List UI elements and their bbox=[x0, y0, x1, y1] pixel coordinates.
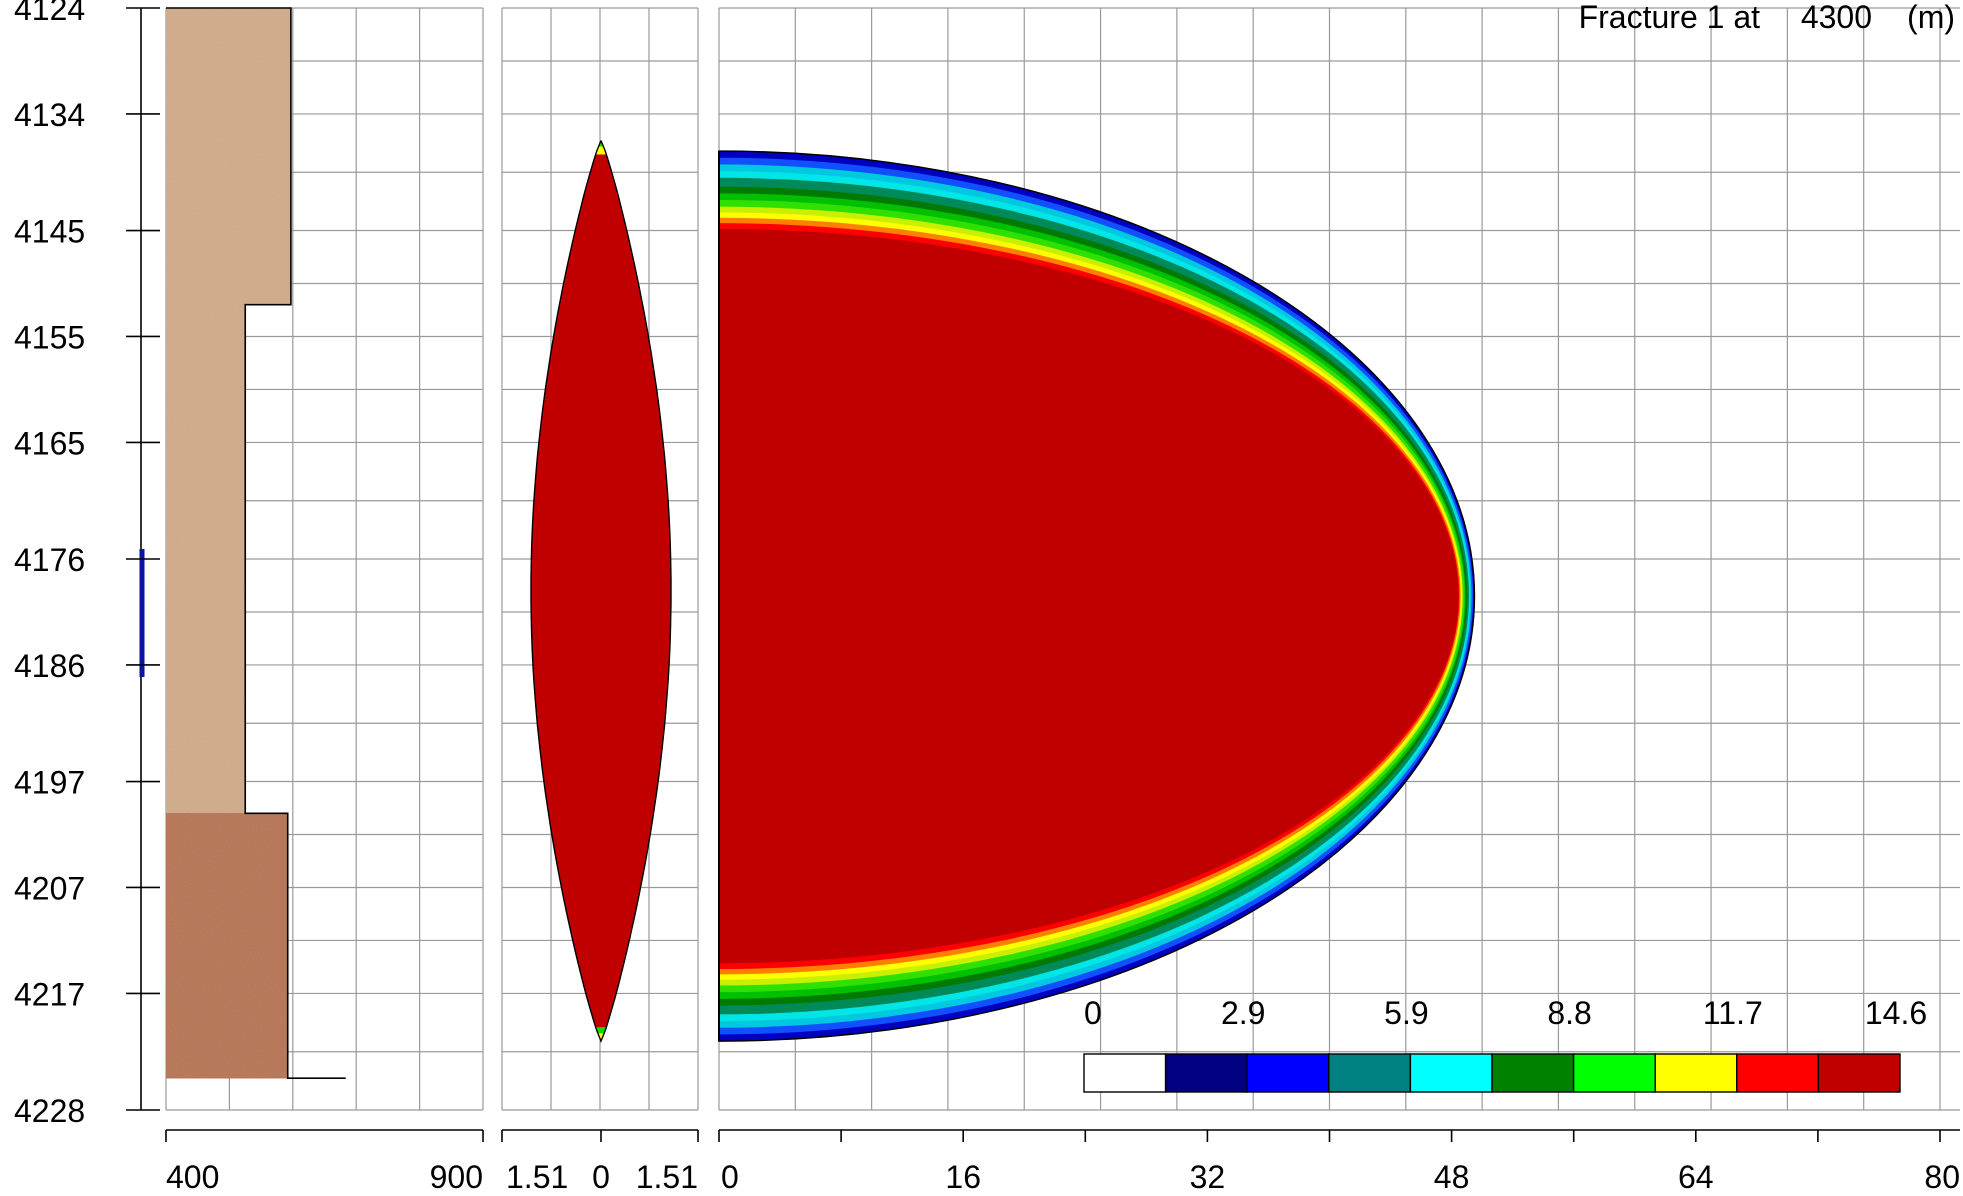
width-tip-green bbox=[589, 140, 613, 147]
legend-label: 0 bbox=[1084, 995, 1102, 1031]
stress-outline bbox=[166, 7, 346, 1080]
x-tick-label: 16 bbox=[945, 1159, 981, 1195]
width-outline bbox=[530, 140, 672, 1043]
width-tip-yellow bbox=[589, 1033, 613, 1042]
axes: 4124 4134 4145 4155 4165 4176 4186 4197 4207 4217… bbox=[14, 0, 1960, 1195]
x-tick-label: 900 bbox=[430, 1159, 483, 1195]
legend-swatch bbox=[1817, 1053, 1901, 1093]
legend-swatch bbox=[1246, 1053, 1330, 1093]
legend-swatch bbox=[1572, 1053, 1656, 1093]
x-tick-label: 32 bbox=[1190, 1159, 1226, 1195]
legend-swatch bbox=[1736, 1053, 1820, 1093]
y-tick-label: 4124 bbox=[14, 0, 85, 27]
y-tick-label: 4207 bbox=[14, 870, 85, 906]
legend-swatch bbox=[1328, 1053, 1412, 1093]
width-tip-yellow bbox=[589, 146, 613, 155]
x-tick-label: 64 bbox=[1678, 1159, 1714, 1195]
fracture-fill-group bbox=[719, 151, 1475, 1042]
legend-swatch bbox=[1164, 1053, 1248, 1093]
y-tick-label: 4155 bbox=[14, 319, 85, 355]
fracture-profile-track bbox=[718, 150, 1476, 1042]
y-tick-label: 4186 bbox=[14, 648, 85, 684]
legend-swatch bbox=[1409, 1053, 1493, 1093]
fracture-outline bbox=[718, 150, 1476, 1042]
color-legend: 0 2.9 5.9 8.8 11.7 14.6 bbox=[1083, 995, 1927, 1093]
width-tip-green bbox=[589, 1027, 613, 1034]
stress-layer-3 bbox=[166, 813, 288, 1079]
y-tick-label: 4197 bbox=[14, 765, 85, 801]
x-tick-label: 1.51 bbox=[636, 1159, 698, 1195]
x-tick-label: 48 bbox=[1434, 1159, 1470, 1195]
y-tick-label: 4176 bbox=[14, 542, 85, 578]
x-tick-label: 80 bbox=[1924, 1159, 1960, 1195]
stress-layer-2 bbox=[166, 304, 246, 814]
chart-title-label: Fracture 1 at bbox=[1579, 0, 1761, 35]
chart-title-depth: 4300 bbox=[1801, 0, 1872, 35]
legend-label: 5.9 bbox=[1384, 995, 1428, 1031]
legend-label: 14.6 bbox=[1865, 995, 1927, 1031]
y-tick-label: 4165 bbox=[14, 425, 85, 461]
y-tick-label: 4145 bbox=[14, 214, 85, 250]
x-tick-label: 0 bbox=[721, 1159, 739, 1195]
stress-track bbox=[139, 7, 346, 1110]
legend-label: 8.8 bbox=[1547, 995, 1591, 1031]
legend-swatch bbox=[1654, 1053, 1738, 1093]
y-tick-label: 4228 bbox=[14, 1093, 85, 1129]
y-tick-label: 4217 bbox=[14, 976, 85, 1012]
x-tick-label: 0 bbox=[592, 1159, 610, 1195]
chart-title-unit: (m) bbox=[1907, 0, 1955, 35]
legend-label: 11.7 bbox=[1703, 995, 1763, 1031]
legend-label: 2.9 bbox=[1221, 995, 1265, 1031]
x-tick-label: 400 bbox=[166, 1159, 219, 1195]
stress-layer-1 bbox=[166, 8, 291, 305]
legend-swatch bbox=[1083, 1053, 1167, 1093]
x-tick-label: 1.51 bbox=[506, 1159, 568, 1195]
y-tick-label: 4134 bbox=[14, 97, 85, 133]
fracture-band-13 bbox=[719, 228, 1459, 964]
legend-swatch bbox=[1491, 1053, 1575, 1093]
